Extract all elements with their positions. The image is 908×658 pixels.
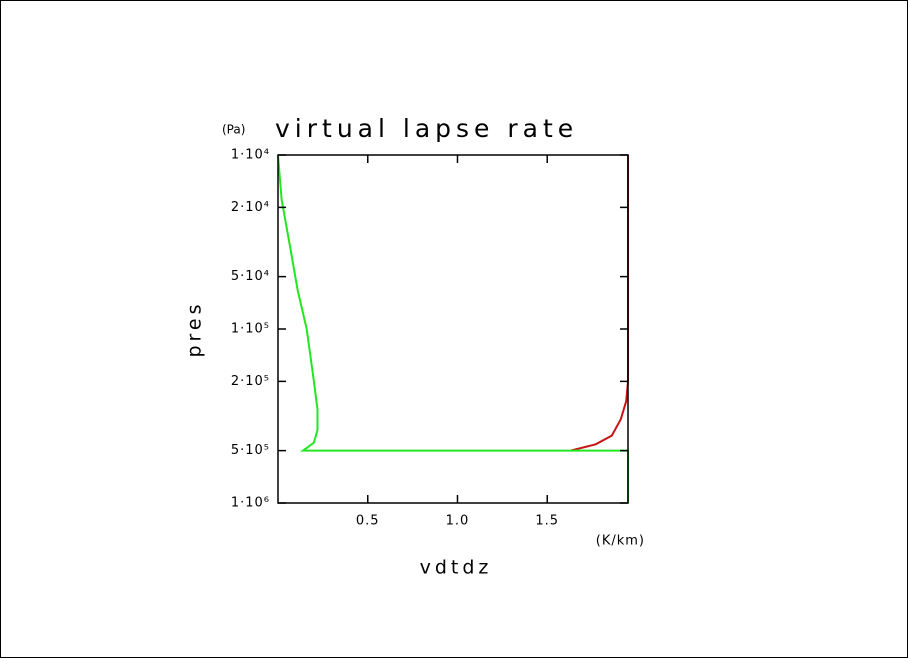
- x-tick-label: 1.5: [535, 514, 559, 529]
- x-tick-label: 1.0: [446, 514, 470, 529]
- y-tick-label: 1·10⁵: [231, 322, 270, 337]
- y-tick-label: 5·10⁵: [231, 443, 270, 458]
- x-unit: (K/km): [596, 534, 645, 549]
- x-axis-label: vdtdz: [420, 557, 493, 579]
- y-axis-label: pres: [184, 300, 206, 357]
- y-tick-label: 5·10⁴: [231, 269, 270, 284]
- data-line: [570, 155, 629, 452]
- y-tick-label: 2·10⁴: [231, 200, 270, 215]
- y-tick-label: 1·10⁴: [231, 148, 270, 163]
- x-tick-label: 0.5: [356, 514, 380, 529]
- y-unit: (Pa): [222, 123, 245, 137]
- data-line: [277, 154, 629, 503]
- y-tick-label: 2·10⁵: [231, 374, 270, 389]
- chart-title: virtual lapse rate: [275, 114, 578, 143]
- y-tick-label: 1·10⁶: [231, 496, 270, 511]
